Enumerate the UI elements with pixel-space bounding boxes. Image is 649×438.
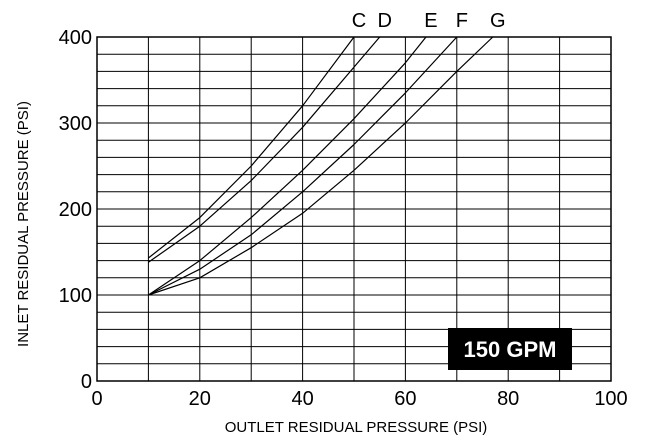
x-tick-label: 20 — [189, 388, 211, 410]
flow-rate-badge-label: 150 GPM — [464, 337, 557, 362]
curves — [148, 36, 494, 296]
curve-label-c: C — [352, 10, 366, 32]
y-tick-label: 400 — [59, 27, 92, 49]
flow-rate-badge: 150 GPM — [448, 328, 572, 370]
x-tick-label: 80 — [497, 388, 519, 410]
y-tick-label: 300 — [59, 113, 92, 135]
x-tick-label: 0 — [91, 388, 102, 410]
x-axis-title: OUTLET RESIDUAL PRESSURE (PSI) — [225, 419, 488, 436]
y-tick-labels: 0 100 200 300 400 — [59, 27, 92, 393]
x-tick-label: 100 — [594, 388, 627, 410]
curve-e — [148, 36, 427, 296]
curve-d — [148, 36, 381, 263]
x-tick-labels: 0 20 40 60 80 100 — [91, 388, 627, 410]
curve-label-f: F — [456, 10, 468, 32]
curve-c — [148, 36, 355, 259]
flow-rate-badge-background — [448, 328, 572, 370]
x-tick-label: 60 — [394, 388, 416, 410]
y-axis-title: INLET RESIDUAL PRESSURE (PSI) — [15, 101, 32, 347]
curve-label-d: D — [377, 10, 391, 32]
x-tick-label: 40 — [291, 388, 313, 410]
y-tick-label: 100 — [59, 285, 92, 307]
curve-f — [148, 36, 458, 296]
y-tick-label: 0 — [81, 371, 92, 393]
grid — [97, 37, 611, 381]
curve-label-g: G — [490, 10, 506, 32]
curve-label-e: E — [424, 10, 437, 32]
y-tick-label: 200 — [59, 199, 92, 221]
curve-g — [148, 36, 494, 296]
